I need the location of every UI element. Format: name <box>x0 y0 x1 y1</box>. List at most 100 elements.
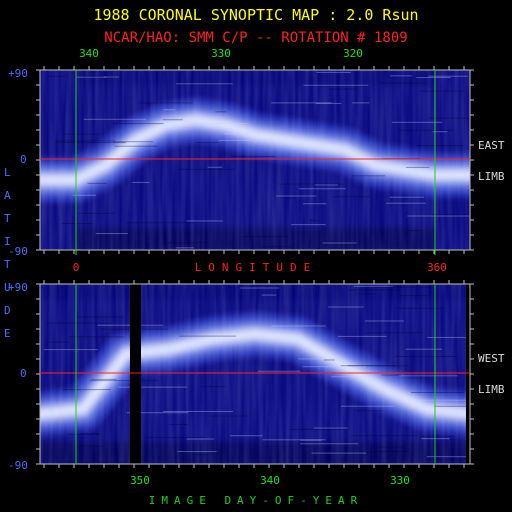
bottom-streak <box>179 335 237 337</box>
bottom-streak <box>201 386 226 388</box>
top-ytick-minus90: -90 <box>8 245 28 258</box>
bottom-streak <box>405 348 442 350</box>
bottom-streak <box>327 306 364 308</box>
bottom-streak <box>45 322 113 324</box>
latitude-letter: L <box>4 166 11 179</box>
bottom-streak <box>300 443 359 445</box>
bottom-streak <box>337 335 387 337</box>
top-streak <box>87 182 107 184</box>
top-ytick-plus90: +90 <box>8 67 28 80</box>
latitude-letter: A <box>4 189 11 202</box>
top-streak <box>241 236 289 238</box>
latitude-letter: T <box>4 212 11 225</box>
bottom-streak <box>91 378 117 380</box>
top-streak <box>432 131 448 133</box>
top-streak <box>278 183 344 185</box>
bottom-streak <box>43 349 98 351</box>
bottom-streak <box>364 320 405 322</box>
top-streak <box>113 141 153 143</box>
top-streak <box>186 122 248 124</box>
top-streak <box>281 197 297 199</box>
top-streak <box>83 118 146 120</box>
bottom-streak <box>68 433 100 435</box>
top-streak <box>207 166 223 168</box>
east-label: EAST <box>478 139 505 152</box>
bottom-streak <box>168 424 189 425</box>
top-streak <box>163 109 176 111</box>
top-streak <box>54 140 115 142</box>
top-streak <box>392 121 443 123</box>
top-streak <box>176 83 233 85</box>
east-limb-label: LIMB <box>478 170 505 183</box>
bottom-streak <box>399 295 428 297</box>
bottom-ytick-0: 0 <box>20 367 27 380</box>
top-streak <box>218 139 252 141</box>
bottom-streak <box>331 376 372 378</box>
bottom-streak <box>239 287 280 289</box>
bottom-streak <box>81 445 103 447</box>
bottom-axis-tick-340: 340 <box>260 474 280 487</box>
bottom-streak <box>177 451 217 453</box>
bottom-streak <box>257 370 301 372</box>
bottom-streak <box>289 428 347 430</box>
bottom-streak <box>298 358 340 360</box>
top-streak <box>389 196 424 198</box>
top-streak <box>407 215 470 217</box>
top-streak <box>431 214 470 216</box>
bottom-streak <box>186 438 214 440</box>
top-ytick-0: 0 <box>20 153 27 166</box>
top-axis-tick-330: 330 <box>211 47 231 60</box>
top-streak <box>138 102 193 104</box>
latitude-letter: T <box>4 258 11 271</box>
bottom-streak <box>64 461 128 463</box>
chart-title: 1988 CORONAL SYNOPTIC MAP : 2.0 Rsun <box>93 6 418 24</box>
top-streak <box>104 76 120 78</box>
latitude-letter: E <box>4 327 11 340</box>
bottom-streak <box>372 286 435 288</box>
latitude-letter: I <box>4 235 11 248</box>
latitude-letter: D <box>4 304 11 317</box>
bottom-ytick-plus90: +90 <box>8 281 28 294</box>
longitude-label: LONGITUDE <box>195 261 318 274</box>
image-day-of-year-label: IMAGE DAY-OF-YEAR <box>149 494 364 507</box>
bottom-streak <box>118 386 187 388</box>
bottom-streak <box>262 439 326 441</box>
top-streak <box>351 175 386 177</box>
bottom-streak <box>381 374 401 376</box>
top-streak <box>223 133 251 135</box>
top-streak <box>195 142 219 144</box>
top-streak <box>329 88 358 90</box>
bottom-streak <box>211 415 249 417</box>
bottom-streak <box>347 365 410 367</box>
bottom-streak <box>354 410 383 412</box>
top-streak <box>352 102 370 104</box>
top-streak <box>163 242 207 244</box>
top-streak <box>420 90 465 92</box>
top-streak <box>314 184 338 186</box>
bottom-streak <box>47 341 70 343</box>
bottom-streak <box>394 356 457 358</box>
bottom-ytick-minus90: -90 <box>8 459 28 472</box>
bottom-streak <box>426 456 469 458</box>
top-streak <box>61 223 94 225</box>
bottom-streak <box>353 285 393 287</box>
top-axis-tick-360: 360 <box>427 261 447 274</box>
top-streak <box>407 230 423 232</box>
west-label: WEST <box>478 352 505 365</box>
top-streak <box>303 84 369 86</box>
bottom-streak <box>408 399 470 401</box>
bottom-streak <box>145 436 207 438</box>
bottom-streak <box>80 433 101 435</box>
top-streak <box>78 212 115 214</box>
top-streak <box>56 142 126 144</box>
top-axis-tick-320: 320 <box>343 47 363 60</box>
bottom-streak <box>348 289 401 291</box>
top-streak <box>175 247 194 249</box>
bottom-streak <box>300 439 322 441</box>
bottom-streak <box>68 336 125 338</box>
top-streak <box>316 71 351 73</box>
bottom-streak <box>302 366 367 368</box>
top-streak <box>332 196 371 198</box>
chart-subtitle: NCAR/HAO: SMM C/P -- ROTATION # 1809 <box>104 30 407 46</box>
